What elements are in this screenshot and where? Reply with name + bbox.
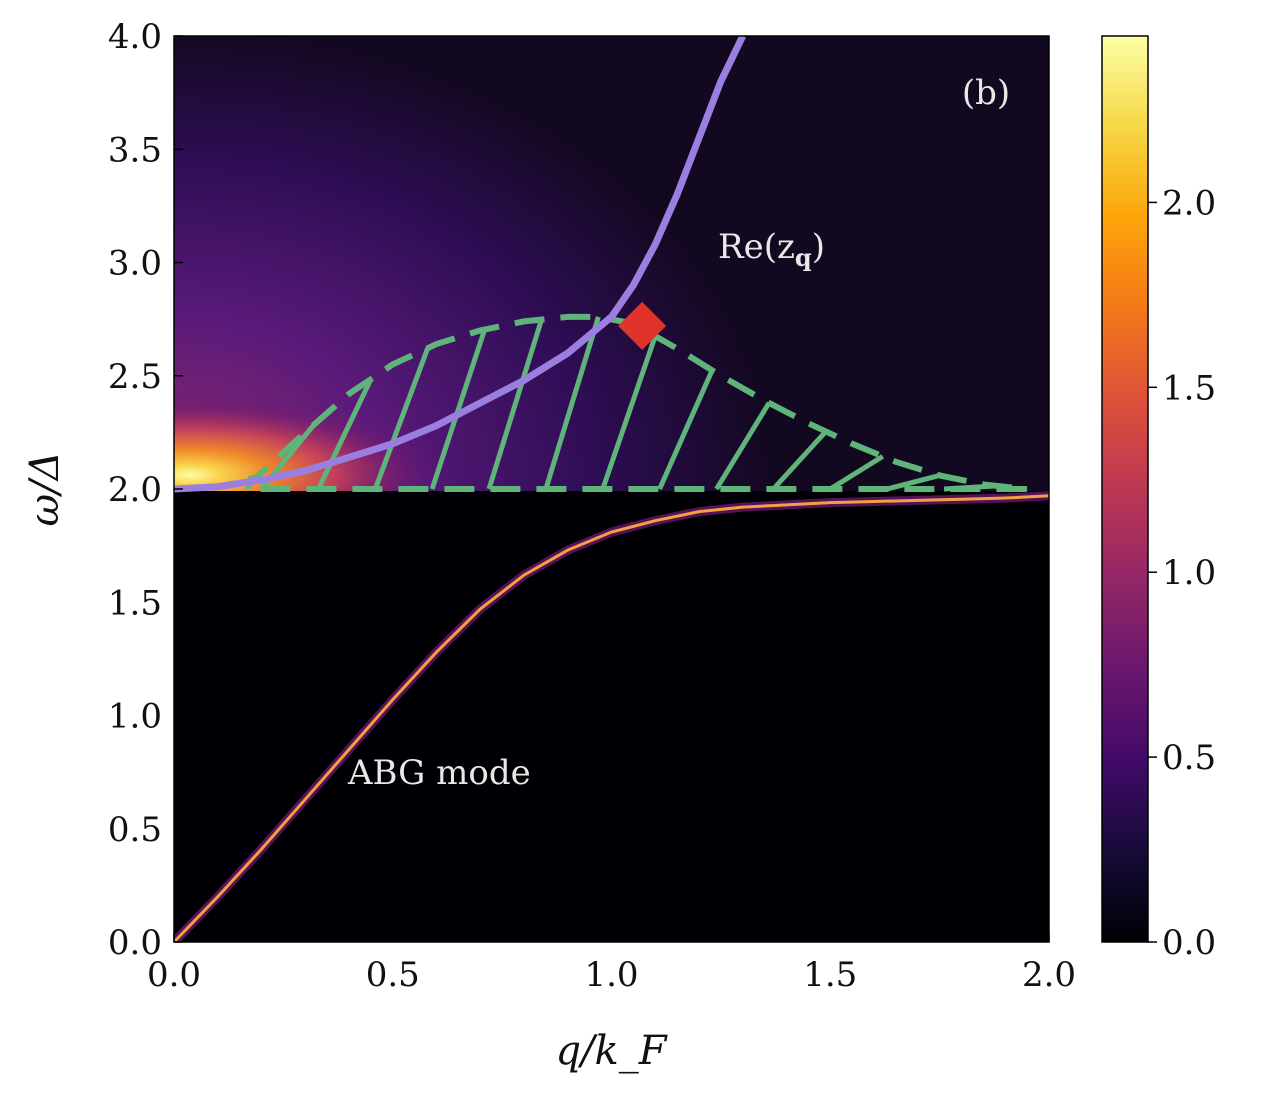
hatch-line (486, 318, 544, 490)
y-tick-label: 0.0 (108, 923, 162, 963)
colorbar-tick-label: 0.5 (1162, 738, 1216, 778)
re-z-close: ) (812, 227, 825, 267)
hatch-line (771, 429, 828, 491)
y-tick-label: 0.5 (108, 810, 162, 850)
plot-area (174, 36, 1049, 942)
re-z-subscript: q (795, 243, 812, 272)
y-tick-label: 3.0 (108, 244, 162, 284)
hatch-line (600, 335, 658, 490)
hatch-line (429, 328, 487, 490)
background-lower (174, 491, 1049, 942)
y-tick-label: 1.0 (108, 697, 162, 737)
y-tick-label: 3.5 (108, 130, 162, 170)
hatch-line (828, 454, 885, 492)
x-tick-label: 1.0 (584, 955, 638, 995)
x-tick-label: 0.5 (366, 955, 420, 995)
y-axis: 0.0 0.5 1.0 1.5 2.0 2.5 3.0 3.5 4.0 (108, 17, 183, 963)
x-axis-label: q/k_F (555, 1028, 667, 1074)
panel-label: (b) (962, 73, 1010, 113)
abg-mode-line (174, 494, 1049, 942)
y-tick-label: 1.5 (108, 583, 162, 623)
re-z-label: Re(z (718, 227, 795, 267)
x-tick-label: 1.5 (803, 955, 857, 995)
colorbar-gradient (1101, 35, 1149, 943)
hatch-line (714, 401, 772, 491)
colorbar-tick-label: 2.0 (1162, 183, 1216, 223)
colorbar-ticks: 0.0 0.5 1.0 1.5 2.0 (1148, 183, 1216, 963)
colorbar-tick-label: 1.5 (1162, 368, 1216, 408)
colorbar: 0.0 0.5 1.0 1.5 2.0 (1101, 35, 1216, 963)
intersection-marker (618, 301, 667, 350)
hatch-line (543, 316, 601, 490)
hatch-line (657, 369, 715, 491)
x-tick-label: 2.0 (1022, 955, 1076, 995)
y-axis-label: ω/Δ (22, 452, 68, 527)
colorbar-tick-label: 1.0 (1162, 553, 1216, 593)
hatch-line (316, 378, 374, 491)
y-tick-label: 4.0 (108, 17, 162, 57)
x-tick-label: 0.0 (147, 955, 201, 995)
abg-mode-annotation: ABG mode (347, 753, 531, 793)
hatched-region (245, 313, 1028, 492)
y-tick-label: 2.5 (108, 357, 162, 397)
re-z-curve (174, 36, 746, 493)
colorbar-tick-label: 0.0 (1162, 923, 1216, 963)
hatch-line (372, 347, 431, 490)
x-axis: 0.0 0.5 1.0 1.5 2.0 (147, 933, 1076, 995)
y-tick-label: 2.0 (108, 470, 162, 510)
re-z-annotation: Re(zq) (718, 227, 825, 272)
hatch-line (886, 472, 941, 492)
background-upper-glow (174, 36, 1049, 493)
